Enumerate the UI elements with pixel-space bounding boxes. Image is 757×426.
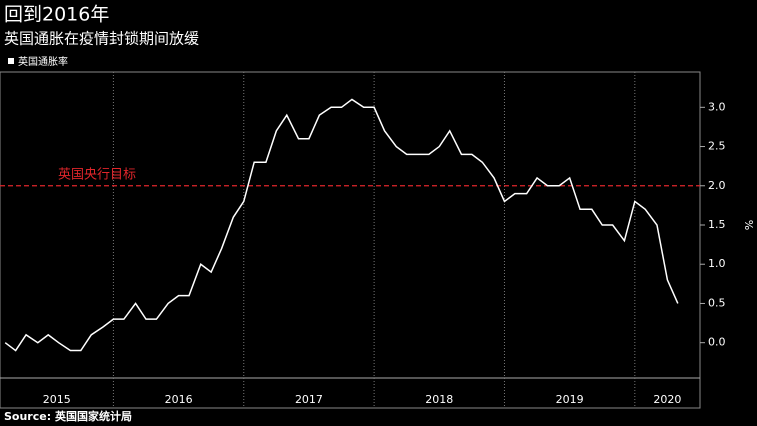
x-tick-label: 2020	[653, 393, 681, 406]
y-tick-label: 1.0	[708, 257, 726, 270]
y-tick-label: 2.0	[708, 179, 726, 192]
y-tick-label: 0.5	[708, 296, 726, 309]
target-label: 英国央行目标	[58, 167, 136, 182]
y-tick-label: 0.0	[708, 336, 726, 349]
source: Source: 英国国家统计局	[4, 409, 132, 423]
x-tick-label: 2019	[556, 393, 584, 406]
y-tick-label: 3.0	[708, 100, 726, 113]
chart-subtitle: 英国通胀在疫情封锁期间放缓	[4, 30, 199, 48]
y-tick-label: 1.5	[708, 218, 726, 231]
plot-frame	[0, 71, 701, 409]
y-axis-label: %	[742, 220, 755, 230]
x-tick-label: 2016	[165, 393, 193, 406]
legend-label: 英国通胀率	[18, 55, 68, 68]
chart-title: 回到2016年	[4, 4, 109, 26]
data-line	[4, 98, 679, 352]
legend-swatch	[8, 58, 14, 64]
x-tick-label: 2017	[295, 393, 323, 406]
x-tick-label: 2018	[425, 393, 453, 406]
y-tick-label: 2.5	[708, 140, 726, 153]
x-tick-label: 2015	[43, 393, 71, 406]
